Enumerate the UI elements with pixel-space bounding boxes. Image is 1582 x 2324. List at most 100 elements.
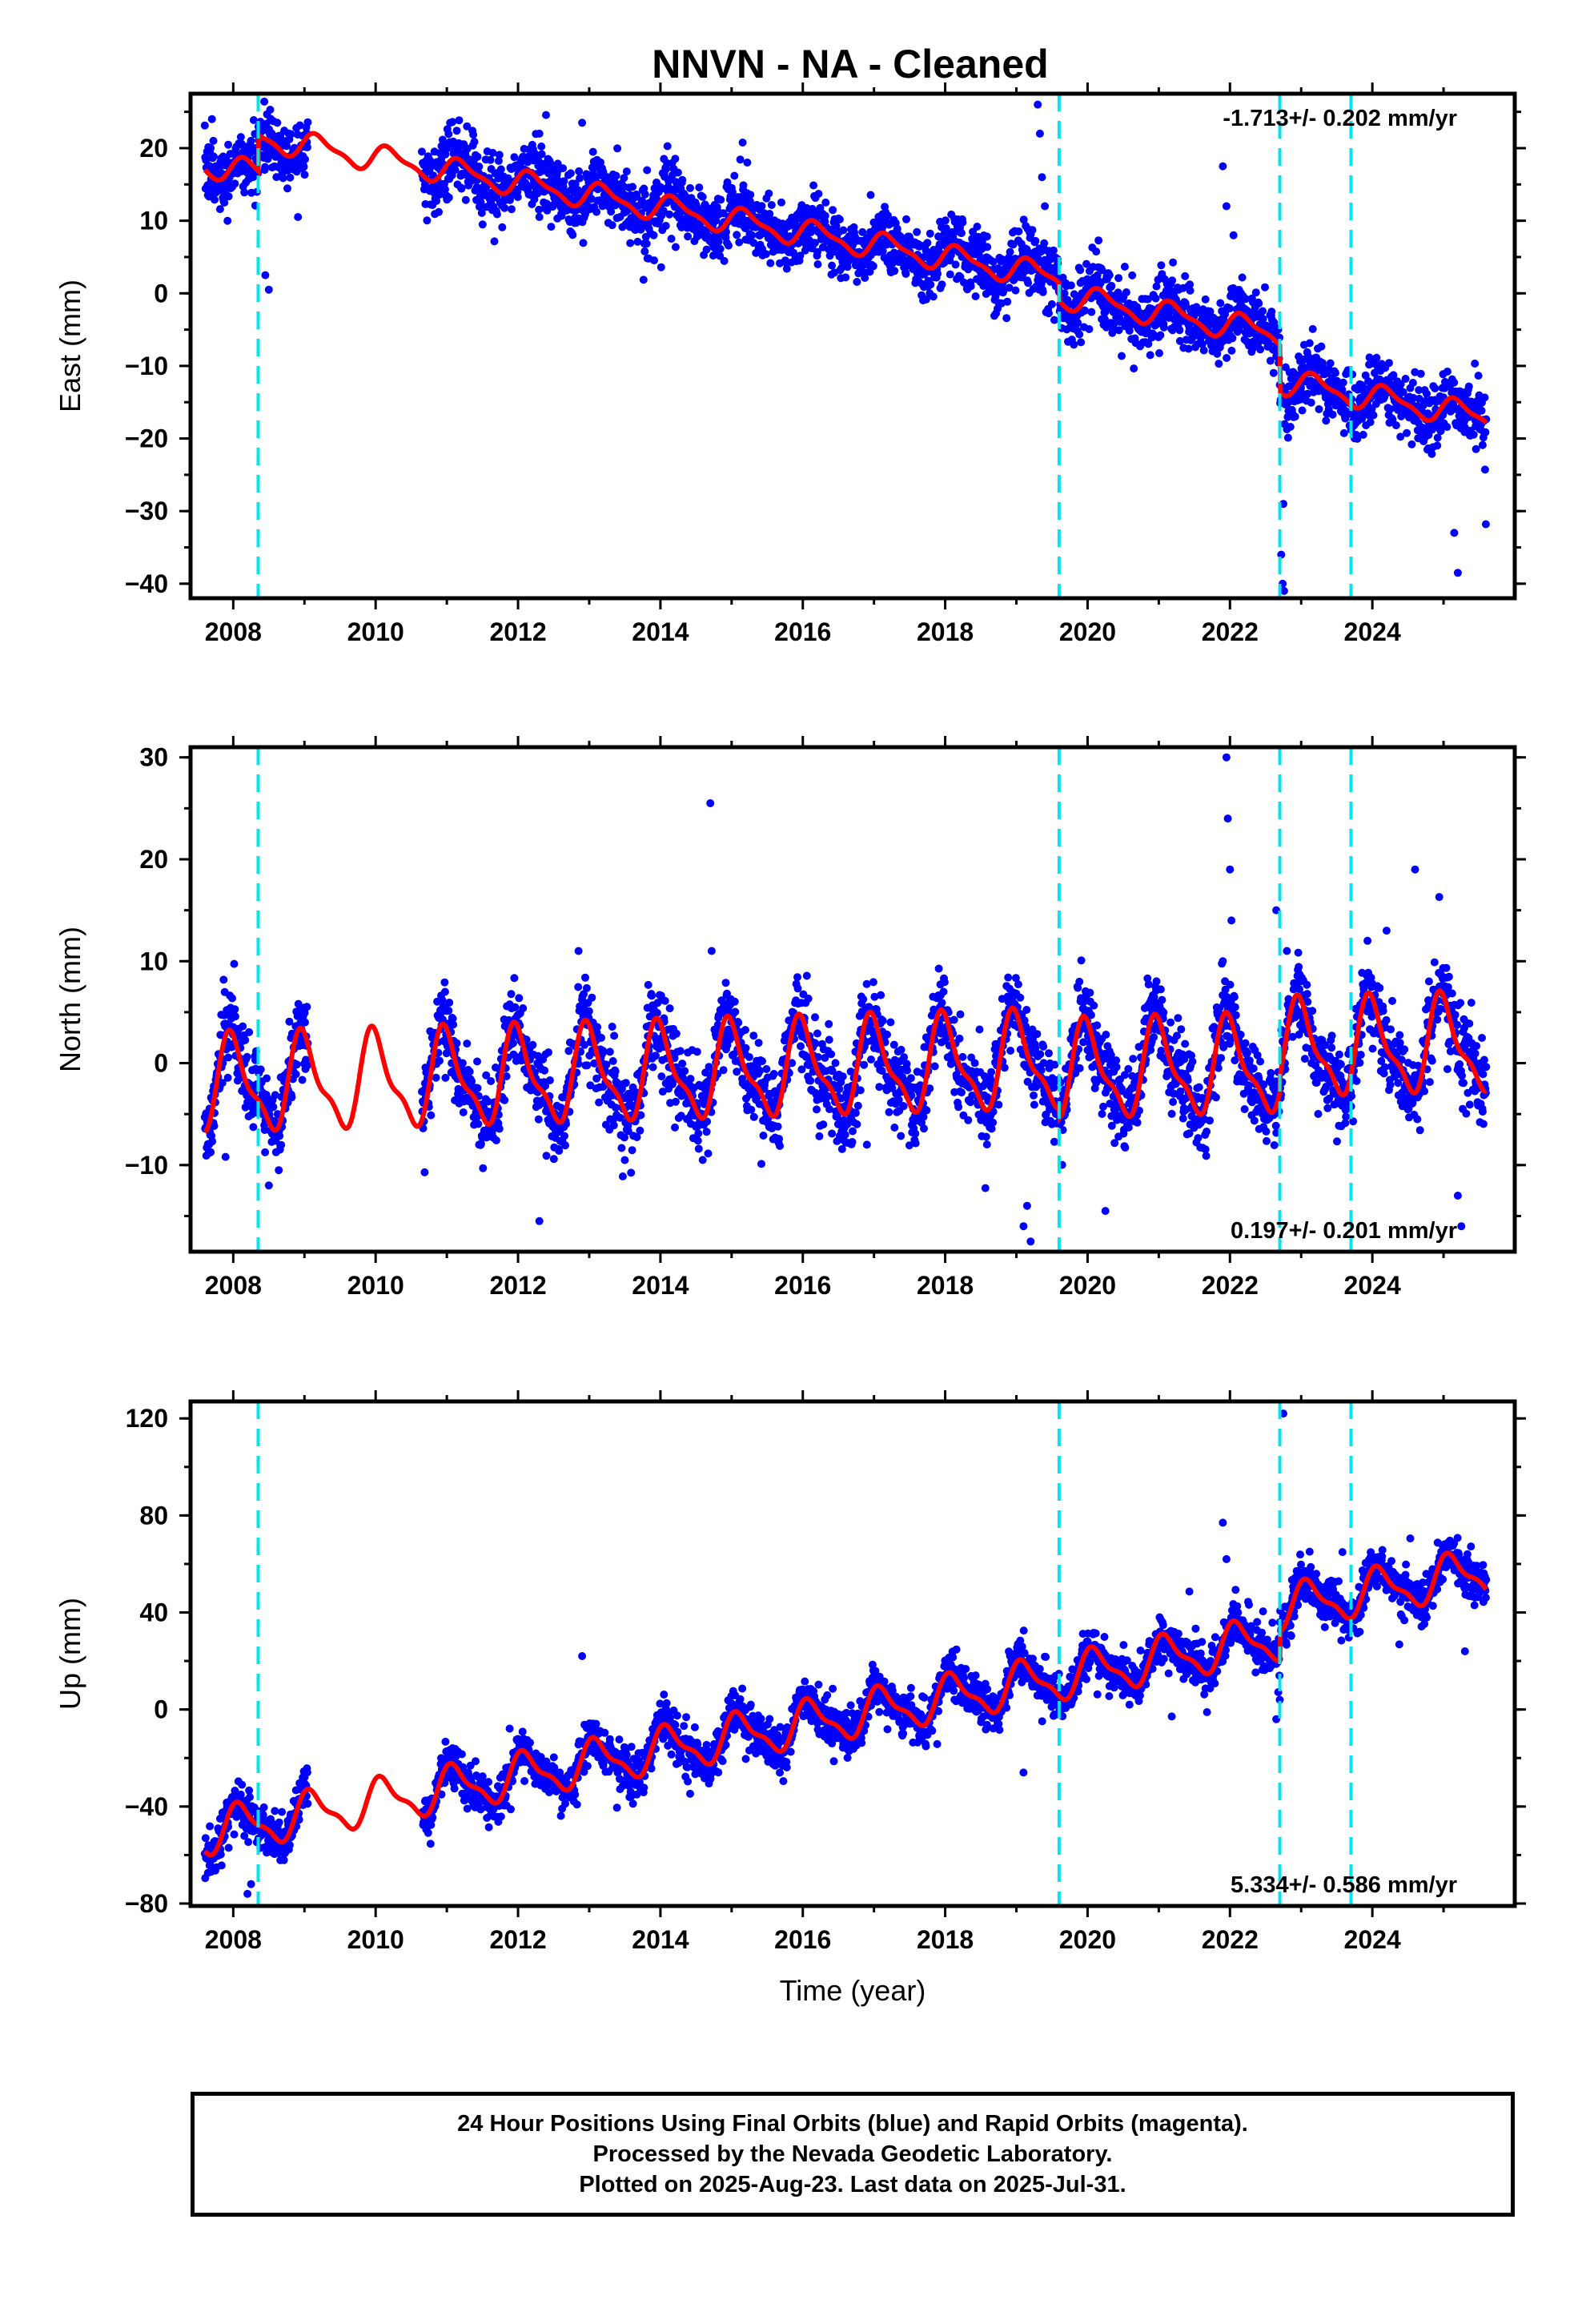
east-point bbox=[477, 208, 486, 217]
north-point bbox=[911, 1129, 920, 1138]
north-point bbox=[652, 1051, 660, 1060]
east-point bbox=[508, 205, 516, 214]
east-point bbox=[1305, 339, 1314, 348]
north-point bbox=[911, 1139, 920, 1148]
east-point bbox=[765, 189, 773, 198]
north-point bbox=[676, 1047, 685, 1055]
north-point bbox=[459, 1108, 468, 1116]
north-point bbox=[608, 1057, 617, 1065]
east-point bbox=[240, 188, 249, 197]
east-point bbox=[663, 142, 672, 151]
north-point bbox=[593, 1023, 602, 1031]
east-point bbox=[1353, 434, 1362, 443]
east-xtick-label: 2008 bbox=[205, 617, 262, 646]
north-point bbox=[853, 1101, 862, 1110]
north-point bbox=[618, 1172, 627, 1180]
east-point bbox=[1409, 393, 1418, 402]
east-point bbox=[272, 173, 281, 182]
east-point bbox=[1242, 295, 1250, 304]
east-point bbox=[661, 222, 670, 230]
north-point bbox=[549, 1155, 558, 1164]
east-point bbox=[1358, 414, 1367, 423]
east-point bbox=[639, 275, 648, 284]
north-point bbox=[888, 1084, 897, 1092]
north-point bbox=[1037, 1066, 1046, 1075]
east-outlier-point bbox=[1229, 231, 1238, 239]
north-point bbox=[271, 1091, 279, 1100]
east-point bbox=[702, 245, 711, 254]
east-point bbox=[1396, 380, 1405, 388]
east-point bbox=[1002, 314, 1011, 323]
east-point bbox=[568, 231, 577, 239]
east-point bbox=[821, 198, 830, 207]
east-point bbox=[728, 187, 737, 196]
north-point bbox=[219, 975, 228, 984]
north-point bbox=[678, 1059, 687, 1068]
east-point bbox=[211, 195, 219, 204]
east-point bbox=[841, 273, 850, 282]
north-point bbox=[583, 1061, 592, 1070]
north-point bbox=[938, 999, 946, 1007]
east-point bbox=[475, 163, 484, 171]
east-point bbox=[1118, 352, 1126, 360]
east-point bbox=[1087, 308, 1096, 316]
north-point bbox=[815, 1132, 824, 1140]
north-point bbox=[859, 995, 868, 1003]
north-point bbox=[875, 1083, 884, 1092]
east-point bbox=[1256, 345, 1265, 354]
north-point bbox=[555, 1147, 564, 1155]
east-point bbox=[470, 138, 479, 146]
east-point bbox=[1317, 342, 1326, 351]
east-point bbox=[642, 239, 651, 248]
east-point bbox=[300, 171, 309, 179]
north-point bbox=[747, 1105, 756, 1114]
east-point bbox=[746, 191, 755, 199]
north-point bbox=[827, 1050, 836, 1059]
north-point bbox=[838, 1072, 847, 1081]
east-point bbox=[866, 191, 875, 199]
east-point bbox=[717, 195, 725, 204]
east-point bbox=[829, 206, 837, 215]
north-point bbox=[224, 1053, 233, 1062]
north-point bbox=[595, 1098, 604, 1107]
north-point bbox=[797, 1042, 805, 1051]
east-point bbox=[1074, 319, 1082, 328]
east-point bbox=[938, 280, 946, 289]
east-point bbox=[913, 227, 921, 236]
east-point bbox=[1283, 433, 1292, 442]
north-panel: 2008 2010 2012 2014 2016 2018 2020 2022 2024−100… bbox=[54, 736, 1526, 1300]
north-point bbox=[853, 1120, 861, 1128]
east-ytick-label: 0 bbox=[154, 279, 168, 308]
east-point bbox=[1385, 359, 1393, 368]
north-point bbox=[920, 1124, 928, 1133]
east-point bbox=[579, 239, 588, 247]
east-point bbox=[444, 130, 453, 139]
east-point bbox=[1408, 379, 1417, 387]
north-point bbox=[1039, 1042, 1048, 1051]
east-point bbox=[1389, 371, 1398, 380]
east-point bbox=[673, 168, 682, 177]
north-point bbox=[231, 1012, 239, 1021]
north-point bbox=[1020, 1016, 1029, 1025]
east-point bbox=[1024, 279, 1033, 287]
east-point bbox=[566, 169, 575, 178]
east-xtick-label: 2020 bbox=[1059, 617, 1116, 646]
north-point bbox=[897, 1045, 905, 1054]
east-point bbox=[220, 199, 229, 207]
east-point bbox=[1423, 389, 1431, 398]
east-point bbox=[1286, 423, 1295, 431]
north-point bbox=[897, 1132, 905, 1140]
east-point bbox=[560, 177, 568, 186]
east-point bbox=[553, 159, 562, 168]
east-point bbox=[725, 241, 733, 250]
east-model-line bbox=[203, 130, 1488, 425]
east-point bbox=[835, 215, 844, 223]
east-point bbox=[620, 174, 628, 183]
north-point bbox=[609, 1121, 618, 1130]
east-point bbox=[223, 216, 232, 225]
north-point bbox=[479, 1164, 488, 1172]
north-point bbox=[1031, 1044, 1040, 1052]
east-point bbox=[455, 116, 464, 125]
east-point bbox=[628, 183, 637, 191]
east-point bbox=[1266, 356, 1275, 365]
